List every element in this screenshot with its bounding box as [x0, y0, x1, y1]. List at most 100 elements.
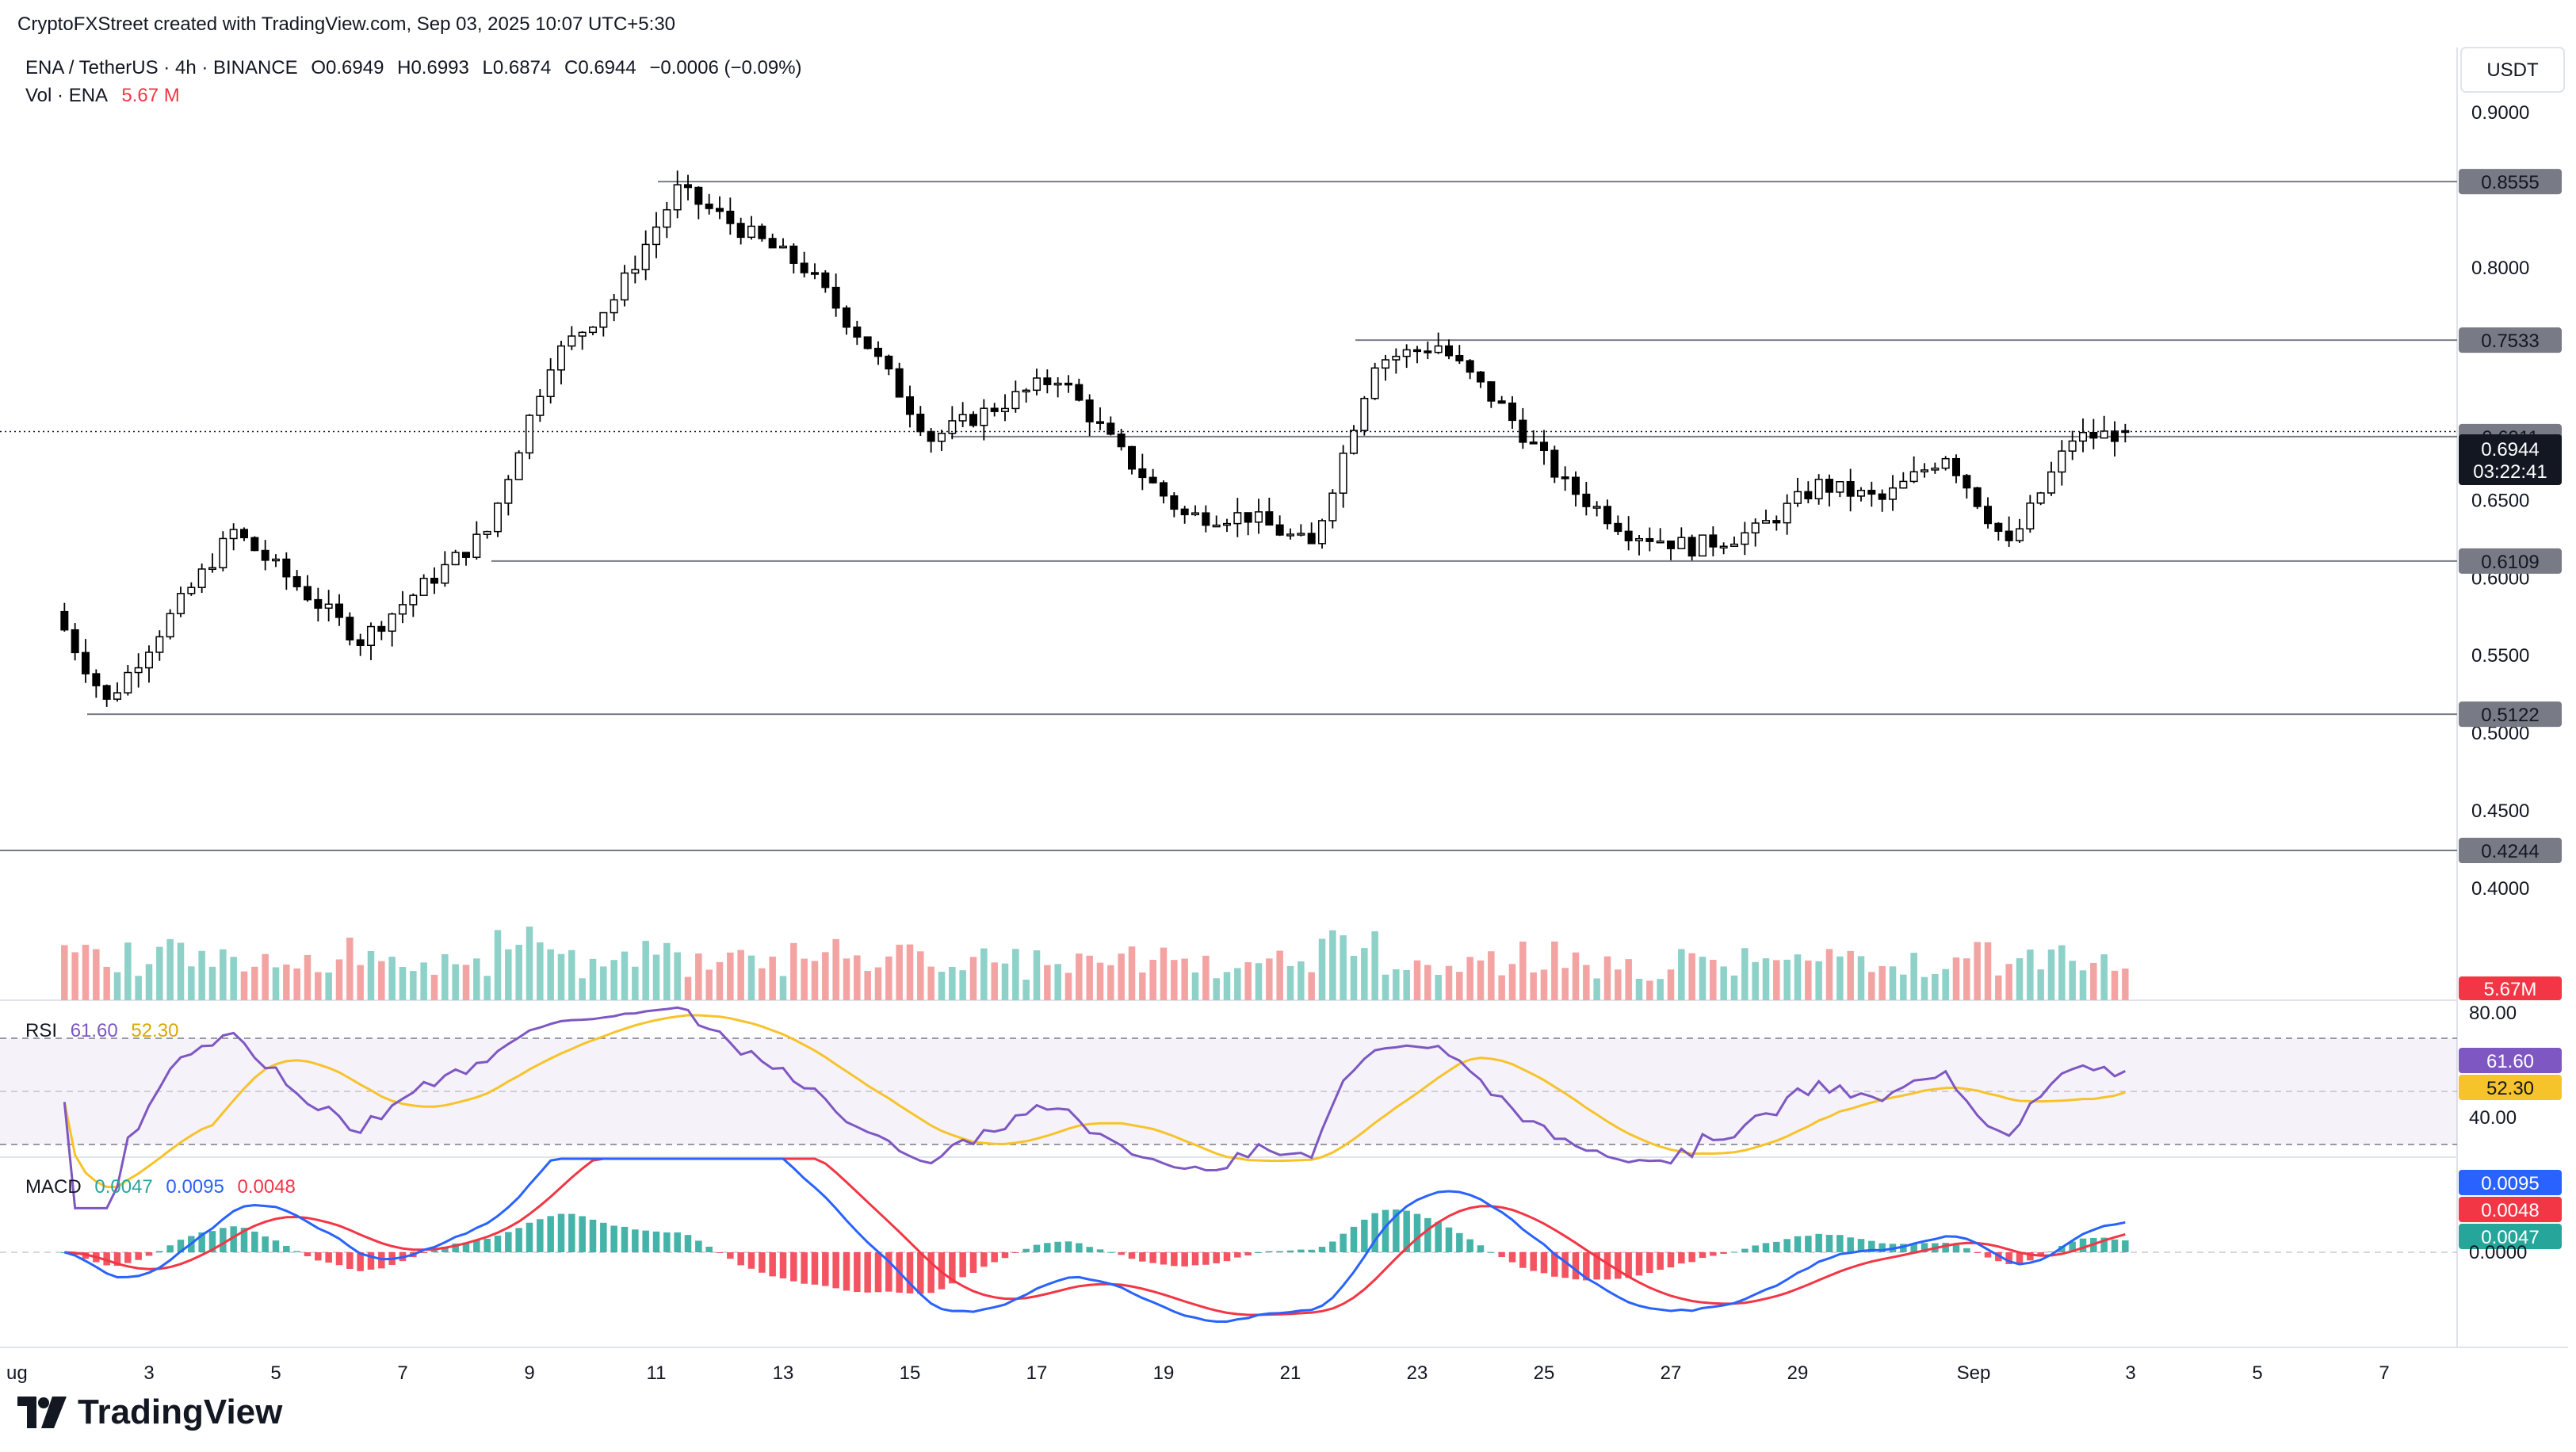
tradingview-logo[interactable]: TradingView [17, 1389, 282, 1436]
level-badge [2459, 327, 2562, 353]
macd-hist-bar [1393, 1209, 1400, 1252]
volume-bar [600, 966, 607, 1000]
volume-bar [938, 972, 946, 1000]
macd-hist-bar [1593, 1252, 1600, 1280]
candle-body [1191, 512, 1199, 516]
macd-hist-bar [1561, 1252, 1569, 1278]
svg-text:5.67M: 5.67M [2484, 979, 2537, 1000]
volume-bar [906, 944, 914, 1000]
volume-bar [399, 966, 407, 1000]
time-tick: 25 [1534, 1362, 1555, 1384]
macd-hist-bar [494, 1235, 502, 1252]
volume-bar [103, 966, 110, 1000]
macd-hist-bar [1128, 1252, 1136, 1259]
macd-hist-bar [1530, 1252, 1537, 1271]
volume-bar [452, 964, 459, 1000]
rsi-ma-badge: 52.30 [2486, 1078, 2534, 1099]
macd-hist-bar [2027, 1252, 2034, 1261]
volume-bar [779, 976, 787, 1000]
macd-line [63, 1157, 2126, 1323]
volume-bar [526, 927, 533, 1000]
volume-bar [1255, 963, 1263, 1000]
candle-body [811, 272, 819, 275]
candle-body [874, 347, 882, 357]
macd-hist-bar [959, 1252, 966, 1278]
volume-bar [759, 968, 766, 1000]
price-tick: 0.4500 [2471, 801, 2529, 822]
volume-bar [737, 950, 744, 1000]
candle-body [409, 594, 418, 606]
candle-body [980, 407, 988, 426]
volume-bar [1730, 975, 1738, 1000]
volume-bar [2079, 970, 2087, 1000]
macd-hist-bar [103, 1252, 110, 1266]
macd-hist-bar [1635, 1252, 1643, 1276]
candle-body [747, 225, 755, 239]
candle-body [134, 667, 143, 674]
candle-body [1603, 506, 1611, 525]
volume-bar [1064, 972, 1072, 1000]
macd-hist-bar [1667, 1252, 1675, 1268]
macd-hist-bar [156, 1251, 163, 1252]
candle-body [177, 593, 185, 614]
volume-bar [874, 967, 882, 1000]
macd-hist-bar [759, 1252, 766, 1273]
macd-hist-bar [1625, 1252, 1632, 1278]
volume-bar [885, 956, 892, 1000]
candle-body [1687, 537, 1696, 557]
macd-hist-bar [220, 1228, 227, 1252]
volume-badge: 5.67M [2459, 976, 2562, 1000]
candle-body [1614, 522, 1622, 533]
candle-body [1138, 468, 1147, 479]
candle-body [927, 430, 935, 442]
macd-hist-bar [801, 1252, 808, 1284]
candle-body [1899, 480, 1908, 489]
volume-bar [2005, 964, 2012, 1000]
currency-button[interactable] [2460, 47, 2565, 93]
rsi-ma-value: 52.30 [131, 1020, 178, 1041]
volume-bar [220, 949, 227, 1000]
candle-body [1772, 520, 1781, 524]
candle-body [1477, 371, 1485, 383]
macd-hist-bar [727, 1252, 734, 1259]
candle-body [1170, 495, 1179, 510]
candle-body [1699, 534, 1707, 557]
macd-hist-bar [1805, 1236, 1812, 1252]
volume-bar [642, 941, 649, 1000]
candle-body [155, 636, 164, 653]
rsi-tick-80: 80.00 [2469, 1003, 2517, 1024]
volume-bar [896, 944, 903, 1000]
candle-body [916, 413, 925, 433]
volume-bar [1878, 965, 1886, 1000]
macd-hist-bar [1181, 1252, 1188, 1267]
candle-body [1148, 476, 1157, 483]
volume-bar [1371, 931, 1378, 1000]
candle-body [388, 613, 396, 632]
volume-bar [705, 969, 713, 1000]
candle-body [885, 355, 893, 370]
candle-body [1719, 545, 1728, 549]
macd-hist-bar [2005, 1252, 2012, 1264]
volume-bar [82, 945, 90, 1000]
candle-body [1223, 522, 1231, 526]
macd-hist-bar [262, 1236, 269, 1252]
candle-body [1804, 491, 1813, 499]
time-tick: 7 [2379, 1362, 2389, 1384]
candle-body [1053, 382, 1062, 386]
volume-bar [1710, 960, 1717, 1000]
volume-bar [1340, 935, 1347, 1000]
volume-bar [1286, 965, 1294, 1000]
level-label: 0.8555 [2481, 172, 2539, 193]
macd-hist-bar [441, 1247, 449, 1252]
volume-bar [716, 961, 724, 1000]
macd-hist-bar [1572, 1252, 1580, 1280]
macd-hist-bar [969, 1252, 977, 1273]
macd-hist-bar [1699, 1252, 1707, 1259]
macd-hist-bar [1878, 1243, 1886, 1252]
volume-bar [1889, 966, 1897, 1000]
volume-bar [325, 972, 332, 1000]
volume-bar [1615, 969, 1622, 1000]
macd-hist-bar [304, 1252, 311, 1257]
volume-bar [1625, 959, 1632, 1000]
macd-hist-bar [1308, 1249, 1315, 1252]
